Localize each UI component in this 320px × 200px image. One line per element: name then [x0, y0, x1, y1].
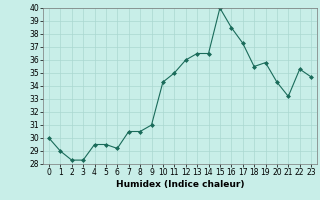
- X-axis label: Humidex (Indice chaleur): Humidex (Indice chaleur): [116, 180, 244, 189]
